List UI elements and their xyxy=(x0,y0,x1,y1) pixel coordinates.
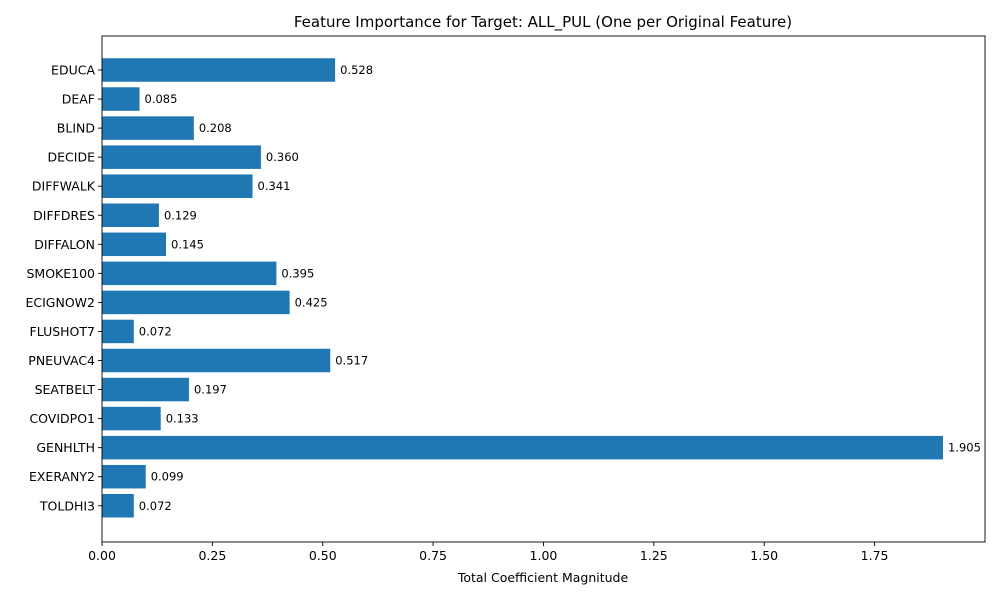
chart-title: Feature Importance for Target: ALL_PUL (… xyxy=(294,13,792,32)
bar-blind xyxy=(102,116,194,140)
y-tick-label: DIFFWALK xyxy=(32,179,96,194)
bar-pneuvac4 xyxy=(102,348,331,373)
value-label: 0.145 xyxy=(171,237,204,251)
x-axis-ticks: 0.00 0.25 0.50 0.75 1.00 1.25 1.50 1.75 xyxy=(88,542,888,563)
y-tick-label: TOLDHI3 xyxy=(39,498,95,513)
y-tick-label: EXERANY2 xyxy=(29,469,95,484)
value-label: 0.528 xyxy=(340,63,373,77)
value-label: 0.072 xyxy=(139,499,172,513)
y-tick-label: DIFFDRES xyxy=(33,208,95,223)
x-tick-label: 1.00 xyxy=(530,548,558,563)
bar-genhlth xyxy=(102,435,943,460)
bar-decide xyxy=(102,145,261,169)
y-tick-label: DECIDE xyxy=(48,150,96,165)
bar-educa xyxy=(102,58,336,82)
bar-covidpo1 xyxy=(102,406,161,431)
bar-toldhi3 xyxy=(102,494,134,518)
x-tick-label: 1.50 xyxy=(750,548,778,563)
value-label: 0.360 xyxy=(266,150,299,164)
value-label: 0.085 xyxy=(145,92,178,106)
value-label: 0.425 xyxy=(295,295,328,309)
y-tick-label: GENHLTH xyxy=(36,440,95,455)
y-tick-label: EDUCA xyxy=(51,63,95,78)
y-tick-label: BLIND xyxy=(57,121,95,136)
y-tick-label: DIFFALON xyxy=(34,237,95,252)
y-tick-label: COVIDPO1 xyxy=(29,411,95,426)
value-label: 0.099 xyxy=(151,470,184,484)
value-label: 0.395 xyxy=(281,266,314,280)
bar-diffalon xyxy=(102,232,167,257)
bar-diffdres xyxy=(102,203,159,227)
y-tick-label: PNEUVAC4 xyxy=(28,353,95,368)
y-tick-label: ECIGNOW2 xyxy=(25,295,95,310)
y-axis-ticks: EDUCA DEAF BLIND DECIDE DIFFWALK DIFFDRES DIFF… xyxy=(25,63,102,513)
x-tick-label: 1.75 xyxy=(861,548,889,563)
bar-exerany2 xyxy=(102,464,146,489)
x-tick-label: 0.25 xyxy=(198,548,226,563)
value-labels-group: 0.528 0.085 0.208 0.360 0.341 0.129 0.145 0.395… xyxy=(139,63,981,513)
plot-area-frame xyxy=(101,35,986,543)
bar-deaf xyxy=(102,87,140,111)
value-label: 0.197 xyxy=(194,383,227,397)
y-tick-label: SMOKE100 xyxy=(26,266,95,281)
y-tick-label: DEAF xyxy=(62,92,95,107)
bar-ecignow2 xyxy=(102,290,290,315)
bars-group xyxy=(102,58,943,518)
value-label: 0.129 xyxy=(164,208,197,222)
bar-seatbelt xyxy=(102,377,189,402)
value-label: 0.208 xyxy=(199,121,232,135)
x-tick-label: 1.25 xyxy=(640,548,668,563)
bar-smoke100 xyxy=(102,261,277,286)
value-label: 0.341 xyxy=(258,179,291,193)
bar-flushot7 xyxy=(102,319,134,344)
y-tick-label: FLUSHOT7 xyxy=(30,324,95,339)
x-tick-label: 0.00 xyxy=(88,548,116,563)
value-label: 0.072 xyxy=(139,324,172,338)
bar-diffwalk xyxy=(102,174,253,198)
x-axis-label: Total Coefficient Magnitude xyxy=(457,570,629,585)
x-tick-label: 0.50 xyxy=(309,548,337,563)
value-label: 0.133 xyxy=(166,412,199,426)
y-tick-label: SEATBELT xyxy=(35,382,96,397)
x-tick-label: 0.75 xyxy=(419,548,447,563)
value-label: 0.517 xyxy=(335,354,368,368)
value-label: 1.905 xyxy=(948,441,981,455)
